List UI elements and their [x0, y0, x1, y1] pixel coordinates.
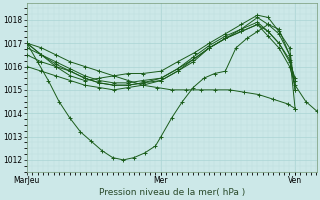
X-axis label: Pression niveau de la mer( hPa ): Pression niveau de la mer( hPa )	[99, 188, 245, 197]
